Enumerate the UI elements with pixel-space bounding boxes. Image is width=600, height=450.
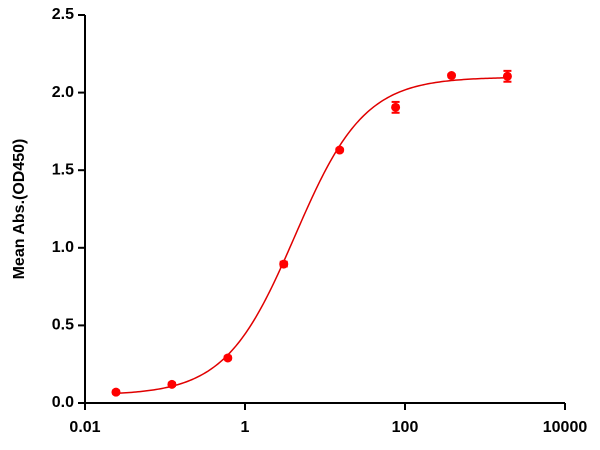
data-point bbox=[447, 71, 457, 81]
y-tick-label: 0.0 bbox=[52, 394, 74, 411]
data-point bbox=[391, 102, 401, 112]
y-tick-label: 2.0 bbox=[52, 84, 74, 101]
data-point bbox=[111, 387, 121, 397]
y-tick-label: 0.5 bbox=[52, 317, 74, 334]
data-point bbox=[335, 145, 345, 155]
data-point bbox=[167, 379, 177, 389]
y-axis-label: Mean Abs.(OD450) bbox=[11, 139, 28, 280]
data-point bbox=[223, 353, 233, 363]
y-tick-label: 1.5 bbox=[52, 161, 74, 178]
x-tick-label: 0.01 bbox=[69, 419, 100, 436]
x-tick-label: 10000 bbox=[543, 419, 588, 436]
y-tick-label: 1.0 bbox=[52, 239, 74, 256]
x-tick-label: 100 bbox=[392, 419, 419, 436]
y-tick-label: 2.5 bbox=[52, 6, 74, 23]
data-point bbox=[279, 259, 289, 269]
data-point bbox=[502, 71, 512, 81]
fit-curve bbox=[111, 76, 512, 395]
x-tick-label: 1 bbox=[241, 419, 250, 436]
